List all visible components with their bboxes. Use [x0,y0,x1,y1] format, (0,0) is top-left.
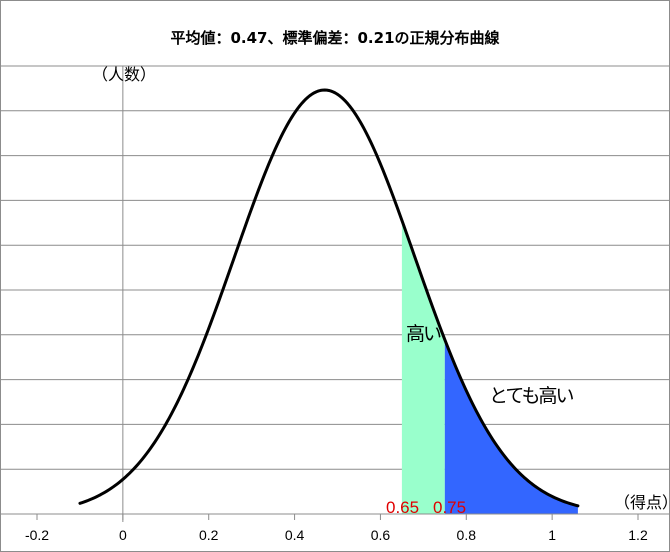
shaded-region-very-high [444,339,578,514]
chart-title: 平均値：0.47、標準偏差：0.21の正規分布曲線 [170,29,499,47]
x-tick-label: 0.6 [371,527,391,543]
threshold-label-065: 0.65 [386,498,419,517]
normal-curve [78,88,580,508]
curve-group [78,88,580,508]
x-tick-label: 1 [548,527,556,543]
x-tick-label: 0.8 [457,527,477,543]
shaded-regions [401,220,578,514]
x-tick-label: 0.4 [285,527,305,543]
x-tick-label: 0 [119,527,127,543]
x-tick-label: 0.2 [199,527,219,543]
shaded-region-high [401,220,445,514]
threshold-label-075: 0.75 [433,498,466,517]
horizontal-gridlines [0,65,670,470]
x-tick-labels: -0.2 0 0.2 0.4 0.6 0.8 1 1.2 [25,527,648,543]
axes [0,66,670,522]
y-axis-title: （人数） [92,65,156,84]
annotation-high: 高い [406,323,441,345]
x-tick-label: -0.2 [25,527,49,543]
x-tick-label: 1.2 [628,527,648,543]
x-axis-title: （得点） [614,493,670,512]
annotation-very-high: とても高い [489,385,573,407]
